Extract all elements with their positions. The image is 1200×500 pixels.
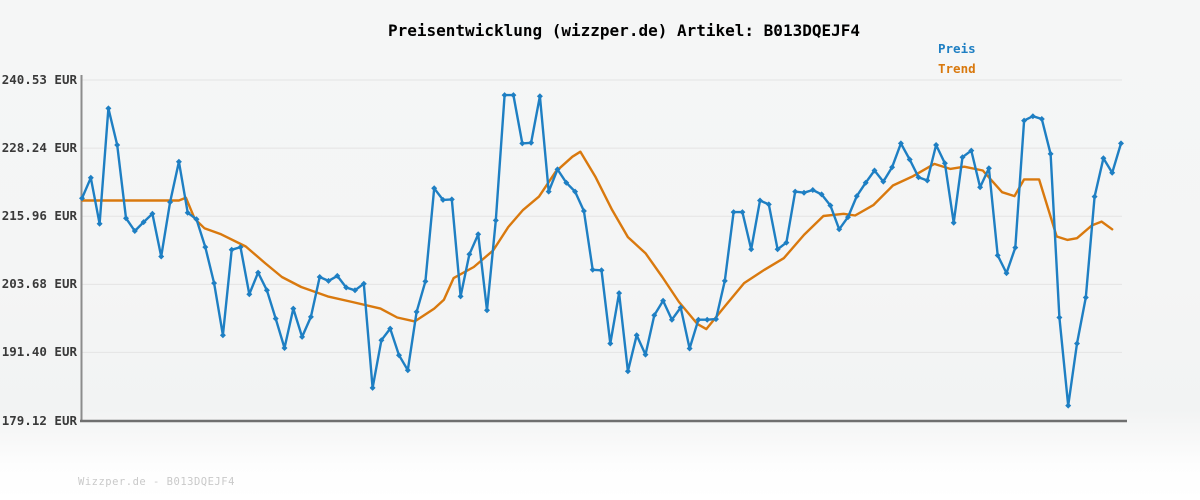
legend-item-preis[interactable]: Preis: [938, 41, 976, 56]
trend-line: [80, 150, 1114, 331]
chart-title: Preisentwicklung (wizzper.de) Artikel: B…: [387, 21, 861, 40]
y-axis-tick-label: 191.40 EUR: [1, 344, 77, 360]
y-axis-tick-label: 179.12 EUR: [1, 412, 77, 428]
watermark-text: Wizzper.de - B013DQEJF4: [78, 476, 235, 488]
legend: Preis Trend: [938, 39, 976, 79]
y-axis-tick-label: 240.53 EUR: [1, 72, 77, 87]
legend-item-trend[interactable]: Trend: [938, 61, 976, 76]
y-axis-tick-label: 215.96 EUR: [1, 208, 77, 224]
y-axis-tick-label: 228.24 EUR: [1, 140, 77, 156]
price-line: [80, 93, 1123, 407]
y-axis-tick-label: 203.68 EUR: [1, 276, 77, 292]
price-markers: [79, 92, 1124, 409]
